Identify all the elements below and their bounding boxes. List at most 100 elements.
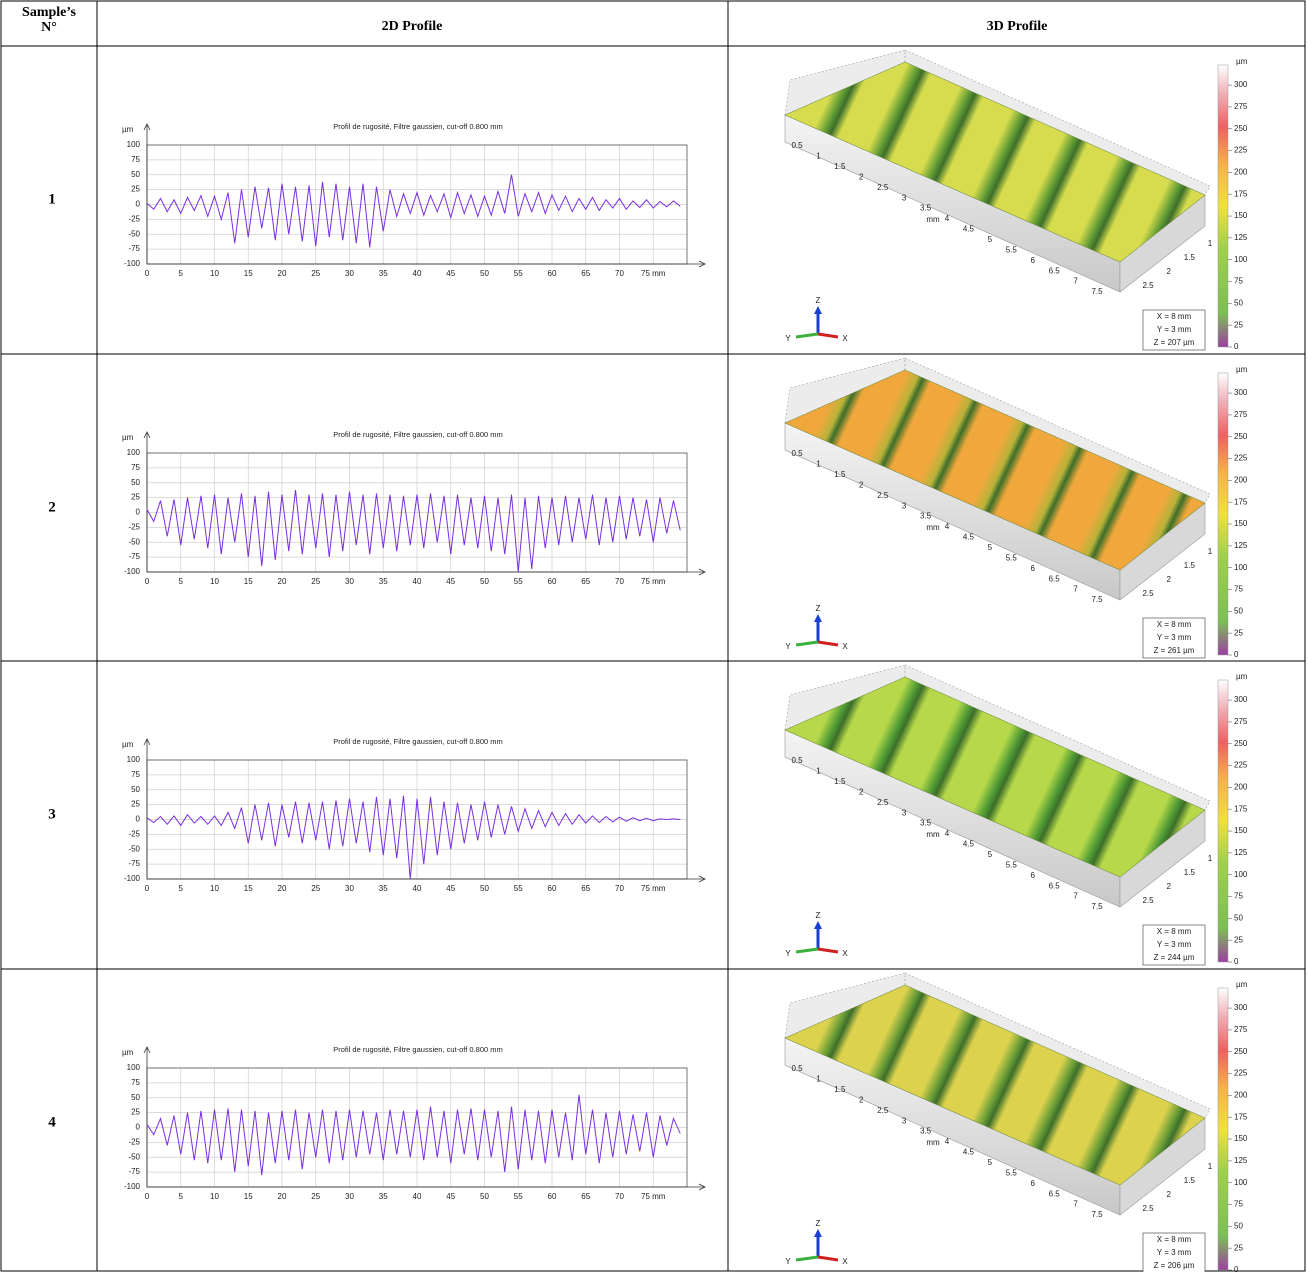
axis3d-tick-label: 7.5 bbox=[1091, 1210, 1103, 1219]
y-tick-label: 25 bbox=[131, 800, 140, 809]
dimension-label: X = 8 mm bbox=[1157, 620, 1192, 629]
colorbar-tick-label: 75 bbox=[1234, 892, 1243, 901]
dimension-label: Z = 261 µm bbox=[1154, 646, 1195, 655]
colorbar bbox=[1218, 65, 1228, 347]
gizmo-y bbox=[796, 642, 818, 645]
y-tick-label: 50 bbox=[131, 170, 140, 179]
x-tick-label: 25 bbox=[311, 1192, 320, 1201]
x-tick-label: 40 bbox=[413, 1192, 422, 1201]
axis3d-tick-label: 1.5 bbox=[834, 470, 846, 479]
x-tick-label: 45 bbox=[446, 884, 455, 893]
colorbar-tick-label: 200 bbox=[1234, 782, 1248, 791]
x-tick-label: 15 bbox=[244, 884, 253, 893]
axis3d-tick-label: 2.5 bbox=[877, 183, 889, 192]
x-tick-label: 70 bbox=[615, 1192, 624, 1201]
colorbar-tick-label: 150 bbox=[1234, 1134, 1248, 1143]
colorbar-unit: µm bbox=[1236, 57, 1248, 66]
colorbar-tick-label: 25 bbox=[1234, 628, 1243, 637]
gizmo-z-head bbox=[814, 306, 822, 314]
axis3d-tick-label: 2.5 bbox=[1142, 1204, 1154, 1213]
y-tick-label: 100 bbox=[127, 1063, 141, 1072]
axis3d-tick-label: 2.5 bbox=[1142, 589, 1154, 598]
colorbar-tick-label: 75 bbox=[1234, 277, 1243, 286]
dimension-label: Y = 3 mm bbox=[1157, 940, 1192, 949]
y-tick-label: -100 bbox=[124, 259, 141, 268]
dimension-label: Z = 207 µm bbox=[1154, 338, 1195, 347]
colorbar-tick-label: 200 bbox=[1234, 475, 1248, 484]
x-tick-label: 10 bbox=[210, 269, 219, 278]
axis3d-tick-label: 6.5 bbox=[1049, 881, 1061, 890]
y-tick-label: 75 bbox=[131, 155, 140, 164]
dimension-label: X = 8 mm bbox=[1157, 1235, 1192, 1244]
gizmo-y bbox=[796, 1257, 818, 1260]
x-tick-label: 5 bbox=[179, 884, 184, 893]
colorbar-tick-label: 250 bbox=[1234, 739, 1248, 748]
axis3d-tick-label: 1 bbox=[816, 460, 821, 469]
colorbar-unit: µm bbox=[1236, 980, 1248, 989]
axis3d-tick-label: 6.5 bbox=[1049, 574, 1061, 583]
x-tick-label: 0 bbox=[145, 577, 150, 586]
axis3d-tick-label: 6 bbox=[1030, 1179, 1035, 1188]
axis3d-tick-label: 5.5 bbox=[1006, 245, 1018, 254]
axis3d-unit: mm bbox=[926, 215, 940, 224]
x-tick-label: 20 bbox=[278, 577, 287, 586]
x-tick-label: 25 bbox=[311, 269, 320, 278]
dimension-label: X = 8 mm bbox=[1157, 312, 1192, 321]
colorbar-tick-label: 275 bbox=[1234, 102, 1248, 111]
axis3d-tick-label: 3.5 bbox=[920, 512, 932, 521]
x-tick-label: 70 bbox=[615, 269, 624, 278]
x-tick-label: 75 mm bbox=[641, 884, 666, 893]
x-tick-label: 60 bbox=[548, 884, 557, 893]
y-tick-label: 0 bbox=[136, 815, 141, 824]
axis3d-tick-label: 1.5 bbox=[834, 162, 846, 171]
y-tick-label: 75 bbox=[131, 770, 140, 779]
axis3d-tick-label: 3 bbox=[902, 501, 907, 510]
x-tick-label: 0 bbox=[145, 269, 150, 278]
x-tick-label: 15 bbox=[244, 1192, 253, 1201]
x-tick-label: 0 bbox=[145, 884, 150, 893]
colorbar-tick-label: 225 bbox=[1234, 146, 1248, 155]
x-tick-label: 45 bbox=[446, 1192, 455, 1201]
colorbar-tick-label: 300 bbox=[1234, 1003, 1248, 1012]
axis3d-tick-label: 2 bbox=[1166, 575, 1171, 584]
x-tick-label: 15 bbox=[244, 269, 253, 278]
axis3d-tick-label: 3 bbox=[902, 808, 907, 817]
dimension-label: Y = 3 mm bbox=[1157, 633, 1192, 642]
gizmo-label: Z bbox=[816, 604, 821, 613]
x-tick-label: 45 bbox=[446, 577, 455, 586]
axis3d-tick-label: 2.5 bbox=[877, 1106, 889, 1115]
gizmo-label: X bbox=[842, 334, 848, 343]
colorbar-tick-label: 150 bbox=[1234, 211, 1248, 220]
axis3d-tick-label: 1 bbox=[816, 152, 821, 161]
x-tick-label: 75 mm bbox=[641, 577, 666, 586]
colorbar-tick-label: 125 bbox=[1234, 541, 1248, 550]
axis3d-tick-label: 1 bbox=[816, 1075, 821, 1084]
colorbar-tick-label: 75 bbox=[1234, 585, 1243, 594]
axis3d-tick-label: 2.5 bbox=[1142, 281, 1154, 290]
axis3d-tick-label: 2 bbox=[1166, 1190, 1171, 1199]
axis3d-tick-label: 1.5 bbox=[834, 777, 846, 786]
axis3d-tick-label: 1.5 bbox=[1184, 868, 1196, 877]
roughness-profile bbox=[147, 796, 680, 879]
axis3d-tick-label: 5 bbox=[988, 1158, 993, 1167]
gizmo-z-head bbox=[814, 921, 822, 929]
axis3d-tick-label: 1 bbox=[1208, 1162, 1213, 1171]
axis3d-tick-label: 1.5 bbox=[1184, 561, 1196, 570]
y-tick-label: -50 bbox=[128, 844, 140, 853]
y-tick-label: 50 bbox=[131, 785, 140, 794]
x-tick-label: 50 bbox=[480, 577, 489, 586]
colorbar-tick-label: 250 bbox=[1234, 1047, 1248, 1056]
gizmo-label: Y bbox=[785, 642, 791, 651]
x-tick-label: 40 bbox=[413, 577, 422, 586]
axis3d-tick-label: 5 bbox=[988, 850, 993, 859]
x-tick-label: 65 bbox=[581, 577, 590, 586]
axis3d-tick-label: 5.5 bbox=[1006, 553, 1018, 562]
x-tick-label: 65 bbox=[581, 269, 590, 278]
colorbar-tick-label: 125 bbox=[1234, 848, 1248, 857]
gizmo-z-head bbox=[814, 614, 822, 622]
axis3d-tick-label: 1.5 bbox=[1184, 1176, 1196, 1185]
y-tick-label: 100 bbox=[127, 140, 141, 149]
x-tick-label: 15 bbox=[244, 577, 253, 586]
colorbar-tick-label: 0 bbox=[1234, 957, 1239, 966]
axis3d-unit: mm bbox=[926, 523, 940, 532]
